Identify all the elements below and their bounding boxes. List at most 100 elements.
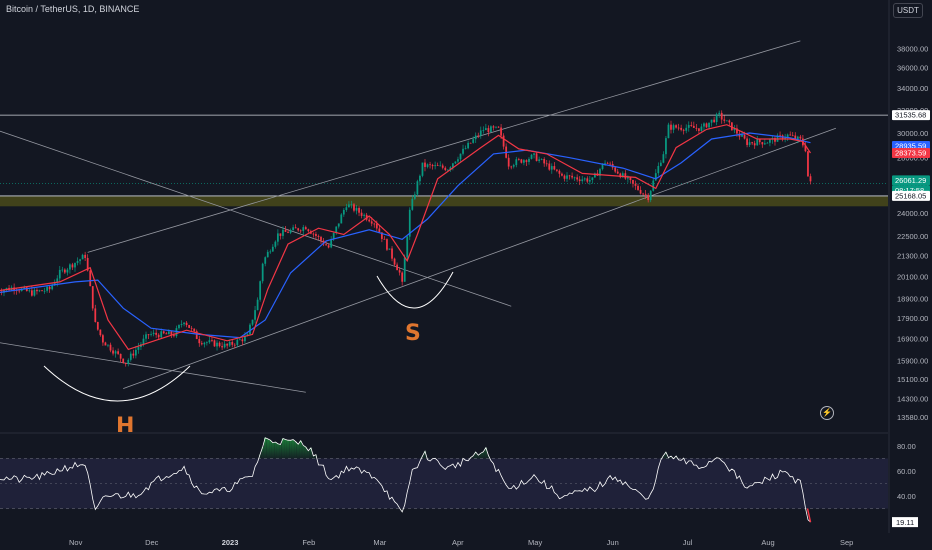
candle-body [114, 351, 117, 354]
lightning-alert-icon[interactable]: ⚡ [820, 406, 834, 420]
candle-body [482, 130, 485, 131]
candle-body [43, 290, 46, 292]
candle-body [102, 335, 104, 343]
candle-body [682, 129, 685, 131]
candle-body [226, 343, 229, 346]
candle-body [38, 290, 41, 292]
candle-body [137, 346, 140, 350]
candle-body [370, 221, 373, 224]
candle-body [586, 178, 589, 182]
candle-body [84, 254, 87, 258]
candle-body [129, 353, 132, 360]
ema-slow-line [0, 132, 811, 339]
candle-body [621, 173, 624, 178]
candle-body [421, 162, 424, 176]
candle-body [213, 340, 216, 347]
candle-body [15, 290, 18, 292]
candle-body [53, 282, 56, 286]
candle-body [629, 177, 632, 180]
candle-body [256, 299, 259, 311]
candle-body [249, 324, 251, 335]
candle-body [259, 281, 262, 300]
candle-body [454, 161, 457, 164]
y-tick-label: 16900.00 [897, 335, 928, 344]
candle-body [122, 358, 125, 363]
candle-body [396, 264, 398, 271]
candle-body [282, 229, 284, 236]
y-tick-label: 24000.00 [897, 209, 928, 218]
candle-body [695, 127, 698, 129]
candle-body [484, 128, 487, 131]
candle-body [66, 269, 69, 273]
candle-body [809, 176, 812, 182]
candle-body [416, 181, 419, 195]
candle-body [573, 177, 576, 179]
candle-body [434, 165, 437, 167]
candle-body [497, 126, 500, 128]
candle-body [756, 139, 759, 146]
ema-fast-line [0, 124, 812, 351]
annotation-h: H [116, 414, 134, 439]
price-label-text: 28935.59 [895, 141, 926, 150]
candle-body [61, 269, 64, 271]
candle-body [269, 251, 272, 253]
candle-body [30, 290, 33, 296]
candle-body [208, 340, 211, 343]
price-label-tag [892, 147, 930, 158]
candle-body [446, 169, 449, 171]
currency-selector-button[interactable]: USDT [893, 3, 923, 18]
candle-body [170, 331, 173, 336]
candle-body [124, 362, 127, 365]
x-tick-label: Nov [69, 538, 83, 547]
candle-body [173, 335, 175, 337]
candle-body [614, 167, 617, 172]
candle-body [715, 114, 718, 123]
x-tick-label: Sep [840, 538, 853, 547]
candle-body [241, 339, 244, 342]
candle-body [23, 287, 26, 289]
candle-body [730, 122, 733, 131]
candle-body [348, 204, 350, 208]
candle-body [576, 177, 579, 180]
candle-body [408, 209, 411, 237]
candle-body [751, 142, 754, 144]
candle-body [725, 120, 728, 122]
candle-body [667, 124, 670, 139]
candle-body [160, 331, 163, 338]
candle-body [261, 263, 264, 282]
candle-body [274, 241, 277, 247]
candle-body [299, 230, 302, 232]
candle-body [492, 126, 495, 128]
candle-body [439, 165, 442, 167]
candle-body [79, 259, 81, 262]
candle-body [302, 227, 305, 231]
rsi-pane [0, 437, 888, 523]
y-tick-label: 21300.00 [897, 252, 928, 261]
candle-body [41, 290, 43, 292]
candle-body [591, 177, 594, 181]
candle-body [119, 353, 122, 359]
y-tick-label: 38000.00 [897, 44, 928, 53]
y-tick-label: 18900.00 [897, 295, 928, 304]
x-tick-label: Dec [145, 538, 159, 547]
candle-body [528, 158, 530, 162]
candle-body [431, 164, 434, 167]
price-label-text: 08:17:58 [895, 186, 924, 195]
candle-body [190, 327, 193, 329]
candle-body [380, 232, 383, 239]
candle-body [789, 134, 792, 136]
price-label-text: 26061.29 [895, 176, 926, 185]
candle-body [51, 285, 54, 290]
candle-body [205, 342, 208, 344]
candle-body [685, 127, 688, 131]
candle-body [652, 180, 655, 191]
candle-body [375, 223, 378, 229]
candle-body [512, 165, 515, 167]
x-tick-label: Aug [761, 538, 774, 547]
candle-body [426, 164, 429, 167]
candle-body [753, 143, 756, 146]
candle-body [568, 175, 571, 177]
candle-body [91, 286, 94, 309]
candle-body [654, 173, 657, 181]
